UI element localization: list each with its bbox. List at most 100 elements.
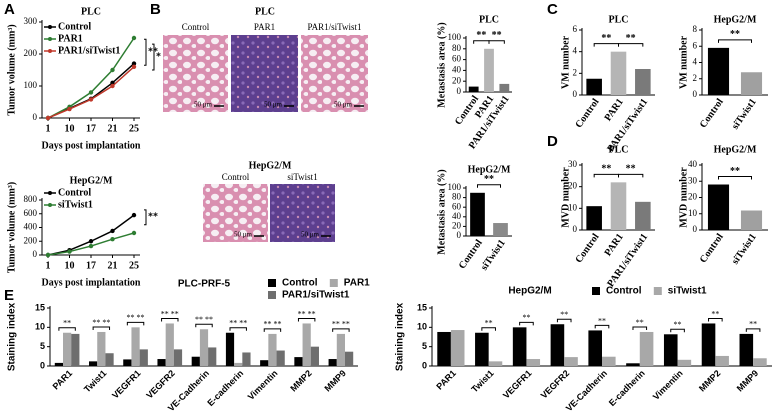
- x-tick-label: 17: [86, 123, 96, 134]
- significance-bracket: [718, 39, 752, 43]
- bar: [499, 83, 510, 92]
- bar: [626, 363, 640, 366]
- significance-bracket: [632, 326, 648, 330]
- significance-label: *: [156, 51, 161, 62]
- x-tick-label: Twist1: [82, 368, 108, 394]
- bar: [663, 334, 678, 366]
- legend-label: Control: [58, 21, 91, 32]
- x-tick-label: PAR1: [603, 232, 626, 259]
- chart-title: PLC: [479, 14, 499, 25]
- bar: [131, 327, 140, 366]
- y-tick-label: 80: [452, 43, 462, 53]
- histology-image: [163, 35, 228, 112]
- significance-label: ** **: [161, 309, 179, 318]
- x-tick-label: 1: [46, 123, 51, 134]
- chart-title: HepG2/M: [714, 14, 757, 25]
- significance-bracket: [473, 40, 490, 44]
- y-tick-label: 0: [693, 89, 698, 99]
- bar: [677, 359, 692, 366]
- data-point: [88, 243, 94, 249]
- y-tick-label: 20: [568, 181, 578, 191]
- y-tick-label: 10: [417, 322, 427, 332]
- significance-label: ** **: [298, 309, 316, 318]
- bar: [157, 359, 166, 366]
- bar: [302, 323, 311, 366]
- histology-image: [270, 184, 335, 242]
- data-point: [131, 212, 137, 218]
- chart-title: HepG2/M: [70, 175, 113, 186]
- significance-bracket: [593, 43, 619, 47]
- scale-label: 50 μm: [334, 101, 353, 109]
- y-tick-label: 4: [693, 57, 698, 67]
- x-tick-label: 25: [129, 260, 139, 271]
- histology-image: [231, 35, 298, 112]
- significance-label: ** **: [263, 320, 281, 329]
- histology-image: [301, 35, 368, 112]
- significance-bracket: [92, 326, 111, 330]
- panel-letter: A: [4, 1, 15, 18]
- data-point: [67, 249, 72, 254]
- y-tick-label: 200: [24, 48, 38, 58]
- bar: [493, 223, 508, 236]
- significance-bracket: [670, 328, 685, 333]
- y-tick-label: 30: [568, 159, 578, 169]
- data-point: [88, 90, 94, 95]
- y-tick-label: 0: [573, 224, 578, 234]
- significance-label: ** **: [127, 313, 145, 322]
- bar: [588, 330, 602, 366]
- bar: [260, 360, 269, 366]
- panel-letter: B: [150, 1, 161, 18]
- bar: [740, 210, 763, 230]
- x-tick-label: siTwist1: [730, 97, 759, 132]
- y-tick-label: 0: [422, 360, 427, 370]
- significance-bracket: [297, 317, 316, 322]
- data-point: [88, 97, 94, 102]
- legend-label: PAR1/siTwist1: [58, 45, 120, 56]
- y-tick-label: 5: [40, 341, 45, 351]
- legend-marker: [48, 37, 52, 41]
- x-tick-label: PAR1: [434, 368, 458, 392]
- y-tick-label: 400: [24, 222, 38, 232]
- y-axis-label: Staining index: [395, 302, 406, 371]
- bar: [336, 333, 345, 366]
- bar: [139, 349, 148, 366]
- x-tick-label: 21: [108, 123, 118, 134]
- x-tick-label: 10: [65, 123, 75, 134]
- bar: [635, 69, 651, 95]
- data-point: [131, 230, 137, 236]
- y-tick-label: 0: [573, 89, 578, 99]
- significance-label: **: [711, 309, 719, 318]
- y-axis-label: Metastasis area (%): [436, 22, 447, 107]
- bar: [635, 201, 651, 230]
- bar: [475, 332, 489, 366]
- bar: [739, 333, 754, 366]
- bar: [550, 324, 565, 366]
- x-tick-label: Control: [698, 97, 726, 131]
- data-point: [110, 228, 115, 234]
- x-tick-label: Vimentin: [651, 368, 685, 402]
- significance-label: **: [476, 30, 486, 41]
- histology-image: [203, 184, 268, 242]
- scale-label: 50 μm: [264, 101, 283, 109]
- legend-label: PAR1/siTwist1: [282, 290, 350, 301]
- scale-label: 50 μm: [234, 231, 253, 239]
- data-point: [45, 115, 51, 121]
- data-point: [88, 239, 94, 244]
- bar: [97, 331, 106, 366]
- scale-label: 50 μm: [301, 231, 320, 239]
- significance-bracket: [126, 321, 145, 326]
- significance-bracket: [332, 328, 350, 332]
- panel-letter: C: [547, 1, 558, 18]
- x-tick-label: VEGFR2: [539, 368, 572, 401]
- significance-label: **: [626, 33, 636, 44]
- bar: [105, 353, 114, 366]
- x-tick-label: E-cadherin: [607, 368, 647, 408]
- significance-bracket: [229, 327, 247, 331]
- x-tick-label: 17: [86, 260, 96, 271]
- chart-title: HepG2/M: [468, 164, 511, 175]
- bar: [199, 329, 209, 366]
- significance-bracket: [161, 317, 179, 322]
- y-axis-label: MVD number: [678, 167, 689, 228]
- y-tick-label: 300: [24, 16, 38, 26]
- significance-label: **: [560, 310, 568, 319]
